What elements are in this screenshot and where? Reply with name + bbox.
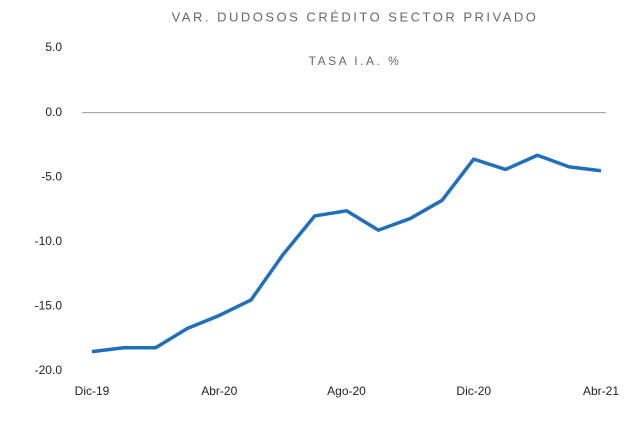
y-tick-label: -10.0 (35, 234, 63, 248)
chart-subtitle: TASA I.A. % (309, 54, 402, 68)
x-tick-label: Dic-20 (456, 384, 491, 398)
chart-title: VAR. DUDOSOS CRÉDITO SECTOR PRIVADO (172, 9, 539, 24)
y-tick-label: 0.0 (45, 105, 62, 119)
y-tick-label: -5.0 (41, 169, 62, 183)
x-tick-label: Abr-20 (201, 384, 237, 398)
x-tick-label: Abr-21 (583, 384, 619, 398)
y-tick-label: 5.0 (45, 40, 62, 54)
line-series (91, 153, 602, 354)
y-tick-label: -20.0 (35, 363, 63, 377)
x-tick-label: Ago-20 (327, 384, 366, 398)
y-tick-label: -15.0 (35, 299, 63, 313)
x-tick-label: Dic-19 (75, 384, 110, 398)
